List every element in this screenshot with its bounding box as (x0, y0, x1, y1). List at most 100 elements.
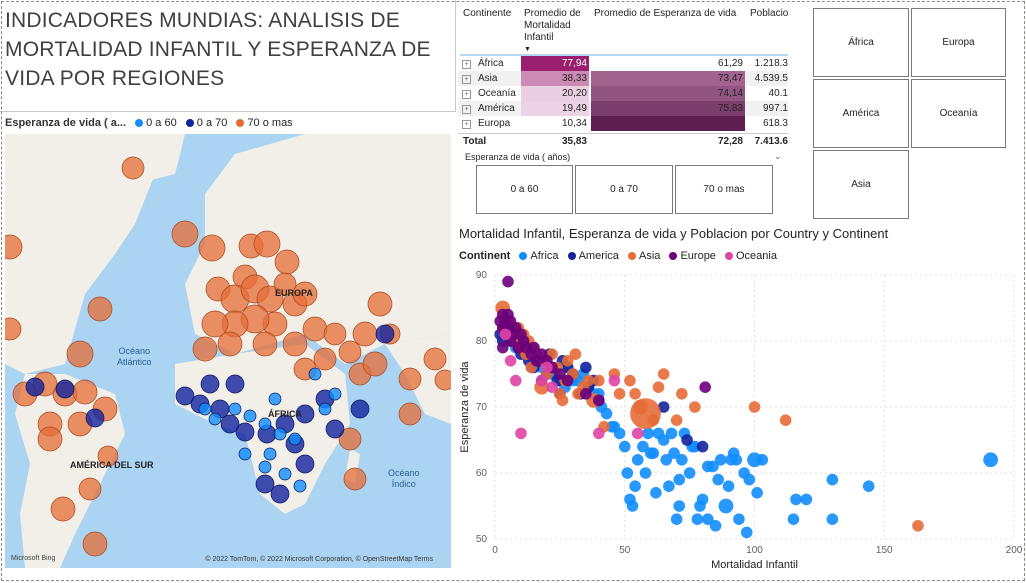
scatter-point[interactable] (983, 452, 999, 468)
scatter-point[interactable] (670, 414, 683, 426)
scatter-point[interactable] (725, 454, 737, 466)
scatter-point[interactable] (709, 520, 722, 532)
scatter-point[interactable] (650, 487, 662, 499)
scatter-point[interactable] (644, 447, 657, 459)
scatter-point[interactable] (580, 361, 592, 374)
map-bubble[interactable] (200, 374, 220, 394)
scatter-point[interactable] (657, 401, 670, 413)
scatter-point[interactable] (631, 427, 644, 440)
scatter-point[interactable] (504, 355, 517, 367)
map-bubble[interactable] (273, 427, 287, 441)
map-bubble[interactable] (367, 291, 393, 317)
scatter-point[interactable] (535, 374, 548, 387)
scatter-point[interactable] (639, 467, 652, 479)
map-bubble[interactable] (268, 392, 282, 406)
scatter-point[interactable] (494, 315, 506, 327)
map-bubble[interactable] (295, 454, 315, 474)
map-bubble[interactable] (255, 474, 275, 494)
scatter-point[interactable] (670, 513, 683, 525)
map-bubble[interactable] (273, 272, 297, 296)
scatter-point[interactable] (624, 493, 636, 506)
scatter-point[interactable] (694, 500, 706, 512)
map-bubble[interactable] (263, 447, 277, 461)
map-bubble[interactable] (323, 322, 347, 346)
col-header-esperanza[interactable]: Promedio de Esperanza de vida (594, 8, 737, 19)
scatter-point[interactable] (800, 493, 813, 506)
map-bubble[interactable] (282, 331, 308, 357)
map-bubble[interactable] (293, 479, 307, 493)
map-bubble[interactable] (362, 351, 388, 377)
map-bubble[interactable] (121, 156, 145, 180)
map-legend-item[interactable]: 0 a 60 (146, 117, 177, 129)
scatter-point[interactable] (738, 467, 750, 479)
scatter-point[interactable] (722, 480, 735, 492)
slicer-option-0-60[interactable]: 0 a 60 (476, 165, 573, 214)
scatter-point[interactable] (826, 473, 839, 486)
scatter-point[interactable] (751, 487, 763, 499)
map-bubble[interactable] (308, 367, 322, 381)
scatter-point[interactable] (676, 454, 688, 466)
slicer-continent-europa[interactable]: Europa (911, 8, 1006, 77)
chevron-down-icon[interactable]: ⌄ (774, 151, 782, 161)
table-row[interactable]: + Asia 38,33 73,47 4.539.5 (458, 71, 788, 86)
scatter-point[interactable] (515, 427, 527, 440)
scatter-point[interactable] (912, 520, 924, 532)
map-bubble[interactable] (343, 467, 367, 491)
world-map[interactable]: Océano Atlántico Océano Índico ÁFRICA AMÉR… (5, 134, 451, 568)
map-bubble[interactable] (228, 402, 242, 416)
scatter-point[interactable] (569, 348, 582, 360)
sort-desc-icon[interactable]: ▼ (524, 46, 531, 53)
scatter-point[interactable] (691, 513, 704, 525)
scatter-point[interactable] (613, 388, 626, 400)
map-bubble[interactable] (37, 426, 63, 452)
scatter-point[interactable] (779, 414, 792, 426)
map-bubble[interactable] (434, 369, 451, 391)
scatter-point[interactable] (826, 513, 839, 525)
scatter-legend-item[interactable]: America (578, 250, 619, 262)
col-header-continente[interactable]: Continente (463, 8, 512, 19)
map-bubble[interactable] (208, 412, 222, 426)
scatter-point[interactable] (699, 381, 711, 393)
map-bubble[interactable] (238, 447, 252, 461)
scatter-point[interactable] (593, 394, 605, 407)
map-bubble[interactable] (198, 402, 212, 416)
map-bubble[interactable] (217, 331, 243, 357)
scatter-point[interactable] (733, 513, 745, 525)
map-bubble[interactable] (256, 285, 284, 313)
scatter-point[interactable] (593, 427, 605, 440)
scatter-point[interactable] (593, 374, 605, 387)
map-bubble[interactable] (82, 531, 108, 557)
scatter-point[interactable] (696, 440, 709, 453)
scatter-point[interactable] (681, 434, 693, 446)
expand-icon[interactable]: + (462, 75, 471, 84)
scatter-point[interactable] (712, 473, 724, 486)
slicer-continent-oceania[interactable]: Oceanía (911, 79, 1006, 148)
map-bubble[interactable] (175, 386, 195, 406)
scatter-point[interactable] (668, 447, 680, 459)
map-bubble[interactable] (318, 402, 332, 416)
map-bubble[interactable] (338, 427, 362, 451)
map-bubble[interactable] (55, 379, 75, 399)
expand-icon[interactable]: + (462, 60, 471, 69)
slicer-option-0-70[interactable]: 0 a 70 (575, 165, 673, 214)
scatter-legend-item[interactable]: Africa (530, 250, 559, 262)
map-bubble[interactable] (243, 409, 257, 423)
map-bubble[interactable] (423, 347, 447, 371)
expand-icon[interactable]: + (462, 120, 471, 129)
scatter-point[interactable] (561, 374, 574, 387)
scatter-point[interactable] (652, 381, 665, 393)
scatter-point[interactable] (618, 440, 631, 453)
scatter-point[interactable] (790, 493, 802, 506)
table-row[interactable]: + Europa 10,34 78,73 618.3 (458, 116, 788, 131)
scatter-point[interactable] (642, 427, 654, 440)
scatter-point[interactable] (701, 513, 714, 525)
scatter-point[interactable] (740, 526, 753, 539)
map-bubble[interactable] (258, 460, 272, 474)
map-bubble[interactable] (5, 234, 23, 260)
scatter-point[interactable] (632, 399, 648, 415)
scatter-point[interactable] (499, 328, 512, 341)
map-bubble[interactable] (398, 367, 422, 391)
map-bubble[interactable] (292, 281, 318, 307)
map-bubble[interactable] (328, 387, 342, 401)
col-header-poblacion[interactable]: Poblacio (750, 8, 788, 19)
